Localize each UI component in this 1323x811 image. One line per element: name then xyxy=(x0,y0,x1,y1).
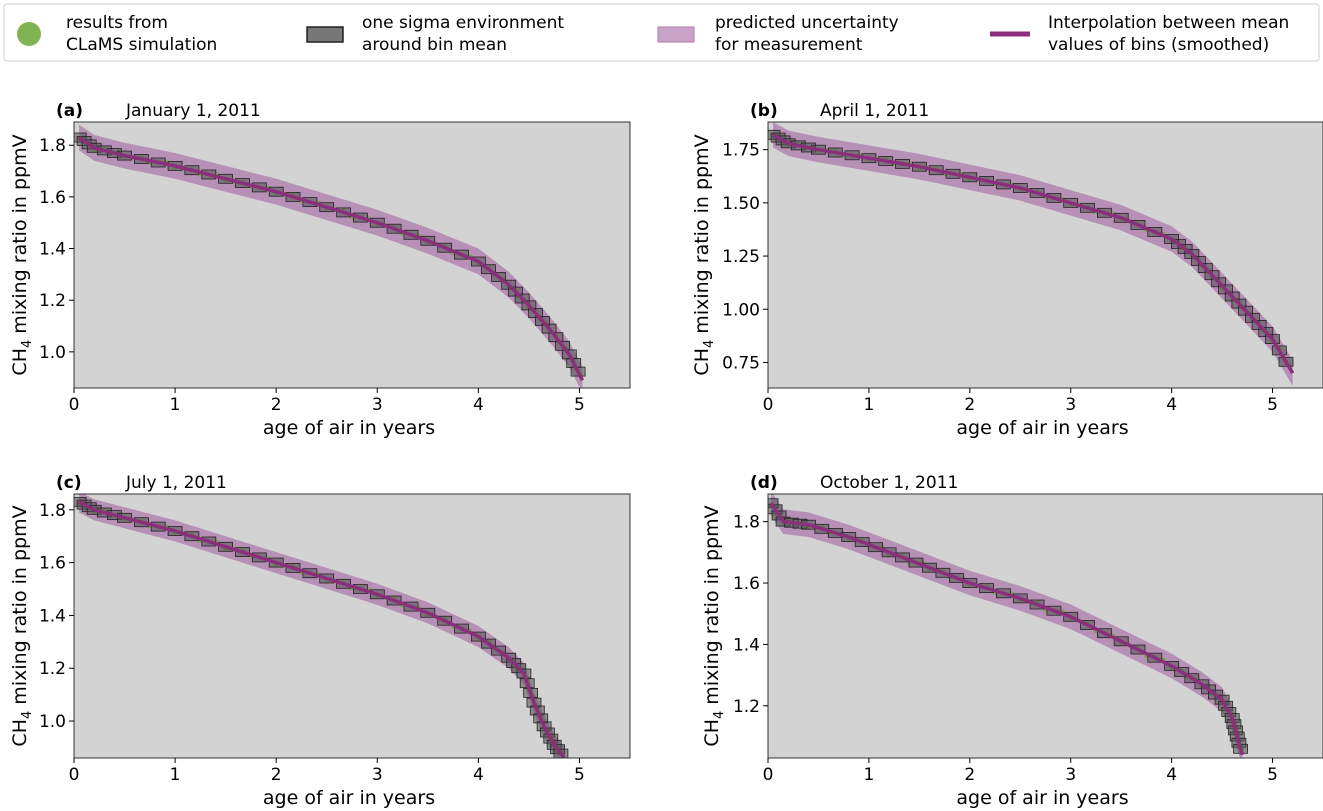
x-tick-label: 3 xyxy=(372,765,383,785)
y-tick-label: 1.2 xyxy=(733,697,760,717)
panel-tag: (b) xyxy=(750,101,778,121)
legend-label-line1: one sigma environment xyxy=(362,13,564,33)
x-tick-label: 2 xyxy=(271,765,282,785)
x-axis-label: age of air in years xyxy=(263,417,435,439)
y-tick-label: 1.25 xyxy=(722,247,760,267)
y-axis-label: CH4 mixing ratio in ppmV xyxy=(691,134,717,375)
x-axis-label: age of air in years xyxy=(263,787,435,809)
y-axis-label: CH4 mixing ratio in ppmV xyxy=(9,134,35,375)
x-tick-label: 4 xyxy=(1166,395,1177,415)
legend-label-line2: CLaMS simulation xyxy=(66,35,217,55)
legend-label-line2: for measurement xyxy=(715,35,863,55)
x-tick-label: 5 xyxy=(1267,765,1278,785)
y-tick-label: 1.00 xyxy=(722,300,760,320)
y-tick-label: 1.8 xyxy=(733,513,760,533)
plot-area xyxy=(768,122,1295,386)
legend-item-simulation: results from CLaMS simulation xyxy=(17,13,217,55)
x-tick-label: 4 xyxy=(473,765,484,785)
y-axis-label: CH4 mixing ratio in ppmV xyxy=(9,505,35,746)
x-tick-label: 1 xyxy=(170,395,181,415)
x-tick-label: 0 xyxy=(69,395,80,415)
x-tick-label: 2 xyxy=(271,395,282,415)
legend-label-line2: values of bins (smoothed) xyxy=(1048,35,1269,55)
axes-frame xyxy=(73,493,631,759)
x-tick-label: 2 xyxy=(964,765,975,785)
legend: results from CLaMS simulation one sigma … xyxy=(3,3,1320,62)
y-tick-label: 0.75 xyxy=(722,353,760,373)
x-tick-label: 1 xyxy=(170,765,181,785)
y-tick-label: 1.4 xyxy=(39,606,66,626)
x-axis-label: age of air in years xyxy=(956,787,1128,809)
mean-line xyxy=(78,500,566,758)
x-tick-label: 1 xyxy=(863,395,874,415)
panel-tag: (c) xyxy=(56,473,82,493)
panel-tag: (a) xyxy=(56,101,83,121)
x-tick-label: 1 xyxy=(863,765,874,785)
y-tick-label: 1.2 xyxy=(39,291,66,311)
legend-label-line1: Interpolation between mean xyxy=(1048,13,1289,33)
x-tick-label: 5 xyxy=(574,765,585,785)
plot-area xyxy=(74,124,586,388)
y-tick-label: 1.75 xyxy=(722,141,760,161)
y-tick-label: 1.0 xyxy=(39,712,66,732)
y-tick-label: 1.50 xyxy=(722,194,760,214)
mean-line xyxy=(769,502,1244,756)
legend-label-line1: predicted uncertainty xyxy=(715,13,899,33)
mean-line xyxy=(78,136,585,382)
panel-title: July 1, 2011 xyxy=(125,473,227,493)
uncertainty-band xyxy=(771,494,1243,758)
x-tick-label: 3 xyxy=(372,395,383,415)
y-tick-label: 1.8 xyxy=(39,136,66,156)
legend-swatch-simulation xyxy=(17,22,41,46)
x-tick-label: 4 xyxy=(473,395,484,415)
x-axis-label: age of air in years xyxy=(956,417,1128,439)
panel-b: 0 1 2 3 4 5 0.75 1.00 1.25 1.50 1.75 age of air in … xyxy=(691,101,1323,439)
legend-item-band: predicted uncertainty for measurement xyxy=(657,13,899,55)
plot-area xyxy=(74,494,569,758)
x-tick-label: 3 xyxy=(1065,395,1076,415)
x-tick-label: 4 xyxy=(1166,765,1177,785)
panel-c: 0 1 2 3 4 5 1.0 1.2 1.4 1.6 1.8 age of air in years… xyxy=(9,473,631,809)
x-tick-label: 0 xyxy=(763,395,774,415)
x-tick-label: 5 xyxy=(574,395,585,415)
x-tick-label: 3 xyxy=(1065,765,1076,785)
panel-tag: (d) xyxy=(750,473,778,493)
panel-title: January 1, 2011 xyxy=(125,101,261,121)
y-tick-label: 1.4 xyxy=(39,240,66,260)
x-tick-label: 2 xyxy=(964,395,975,415)
panel-title: April 1, 2011 xyxy=(820,101,929,121)
legend-label-line2: around bin mean xyxy=(362,35,507,55)
panel-d: 0 1 2 3 4 5 1.2 1.4 1.6 1.8 age of air in years CH4… xyxy=(701,473,1323,809)
x-tick-label: 5 xyxy=(1267,395,1278,415)
legend-label-line1: results from xyxy=(66,13,168,33)
mean-line xyxy=(772,133,1295,374)
legend-swatch-bin xyxy=(306,26,344,43)
axes-frame xyxy=(73,121,631,389)
legend-item-bin: one sigma environment around bin mean xyxy=(306,13,564,55)
legend-swatch-band xyxy=(657,26,695,43)
y-tick-label: 1.6 xyxy=(39,188,66,208)
y-axis-label: CH4 mixing ratio in ppmV xyxy=(701,505,727,746)
panel-a: 0 1 2 3 4 5 1.0 1.2 1.4 1.6 1.8 age of air in years… xyxy=(9,101,631,439)
y-tick-label: 1.4 xyxy=(733,635,760,655)
y-tick-label: 1.8 xyxy=(39,501,66,521)
y-tick-label: 1.0 xyxy=(39,343,66,363)
y-tick-label: 1.6 xyxy=(39,554,66,574)
x-tick-label: 0 xyxy=(69,765,80,785)
plot-area xyxy=(768,494,1248,758)
x-tick-label: 0 xyxy=(763,765,774,785)
axes-frame xyxy=(767,493,1323,759)
legend-item-line: Interpolation between mean values of bin… xyxy=(990,13,1289,55)
axes-frame xyxy=(767,121,1323,389)
y-tick-label: 1.2 xyxy=(39,659,66,679)
panel-title: October 1, 2011 xyxy=(820,473,958,493)
y-tick-label: 1.6 xyxy=(733,574,760,594)
